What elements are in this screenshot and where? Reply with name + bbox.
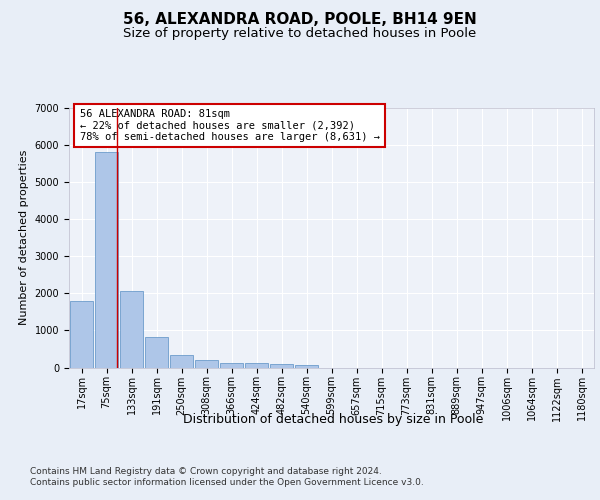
Text: Distribution of detached houses by size in Poole: Distribution of detached houses by size …: [183, 412, 483, 426]
Text: 56 ALEXANDRA ROAD: 81sqm
← 22% of detached houses are smaller (2,392)
78% of sem: 56 ALEXANDRA ROAD: 81sqm ← 22% of detach…: [79, 109, 380, 142]
Bar: [245, 364, 268, 368]
Bar: [70, 302, 93, 368]
Text: Contains HM Land Registry data © Crown copyright and database right 2024.
Contai: Contains HM Land Registry data © Crown c…: [30, 468, 424, 487]
Bar: [120, 291, 143, 368]
Bar: [95, 152, 118, 368]
Bar: [270, 364, 293, 368]
Bar: [145, 337, 168, 368]
Text: 56, ALEXANDRA ROAD, POOLE, BH14 9EN: 56, ALEXANDRA ROAD, POOLE, BH14 9EN: [123, 12, 477, 28]
Bar: [220, 363, 243, 368]
Bar: [195, 360, 218, 368]
Bar: [295, 364, 318, 368]
Bar: [170, 355, 193, 368]
Y-axis label: Number of detached properties: Number of detached properties: [19, 150, 29, 325]
Text: Size of property relative to detached houses in Poole: Size of property relative to detached ho…: [124, 28, 476, 40]
